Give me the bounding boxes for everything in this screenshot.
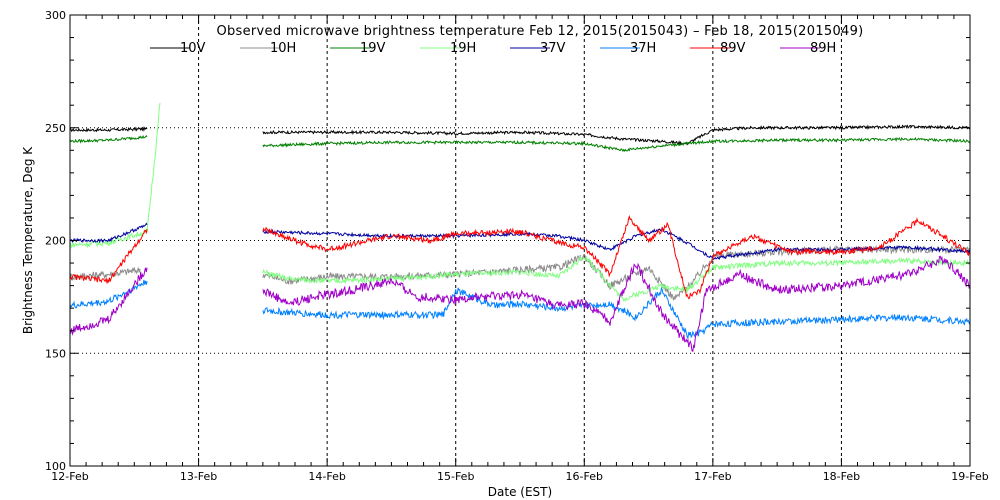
- x-tick-label: 16-Feb: [566, 470, 603, 483]
- chart-title: Observed microwave brightness temperatur…: [216, 24, 863, 39]
- series-line-89h: [69, 267, 148, 336]
- series-line-89h: [262, 255, 971, 353]
- x-tick-label: 14-Feb: [308, 470, 345, 483]
- legend-label-89h: 89H: [810, 41, 836, 56]
- series-line-19h: [262, 255, 971, 302]
- series-line-19v: [69, 134, 148, 144]
- y-tick-label: 200: [45, 235, 66, 248]
- y-tick-label: 100: [45, 460, 66, 473]
- x-tick-label: 12-Feb: [51, 470, 88, 483]
- legend-label-37v: 37V: [540, 41, 566, 56]
- legend-label-10v: 10V: [180, 41, 206, 56]
- legend-label-19h: 19H: [450, 41, 476, 56]
- x-tick-label: 19-Feb: [951, 470, 988, 483]
- x-tick-label: 15-Feb: [437, 470, 474, 483]
- y-tick-label: 300: [45, 9, 66, 22]
- y-axis-label: Brightness Temperature, Deg K: [21, 146, 35, 334]
- legend: 10V 10H 19V 19H 37V 37H 89V 89H: [150, 41, 836, 56]
- series-line-10v: [69, 126, 148, 133]
- x-axis-label: Date (EST): [488, 485, 552, 499]
- x-tick-label: 18-Feb: [823, 470, 860, 483]
- series-line-37h: [69, 279, 148, 309]
- series-line-89v: [69, 229, 148, 284]
- series-line-37v: [69, 222, 148, 244]
- series-lines: [69, 102, 971, 353]
- y-tick-label: 250: [45, 122, 66, 135]
- x-tick-label: 17-Feb: [694, 470, 731, 483]
- axis-ticks: 100 150 200 250 300 12-Feb 13-Feb 14-Feb 15-Feb 1…: [45, 9, 989, 483]
- legend-label-89v: 89V: [720, 41, 746, 56]
- legend-label-37h: 37H: [630, 41, 656, 56]
- series-line-89v: [262, 214, 971, 300]
- legend-label-10h: 10H: [270, 41, 296, 56]
- series-line-19v: [262, 136, 971, 153]
- y-tick-label: 150: [45, 347, 66, 360]
- x-tick-label: 13-Feb: [180, 470, 217, 483]
- legend-label-19v: 19V: [360, 41, 386, 56]
- series-line-10v: [262, 124, 971, 146]
